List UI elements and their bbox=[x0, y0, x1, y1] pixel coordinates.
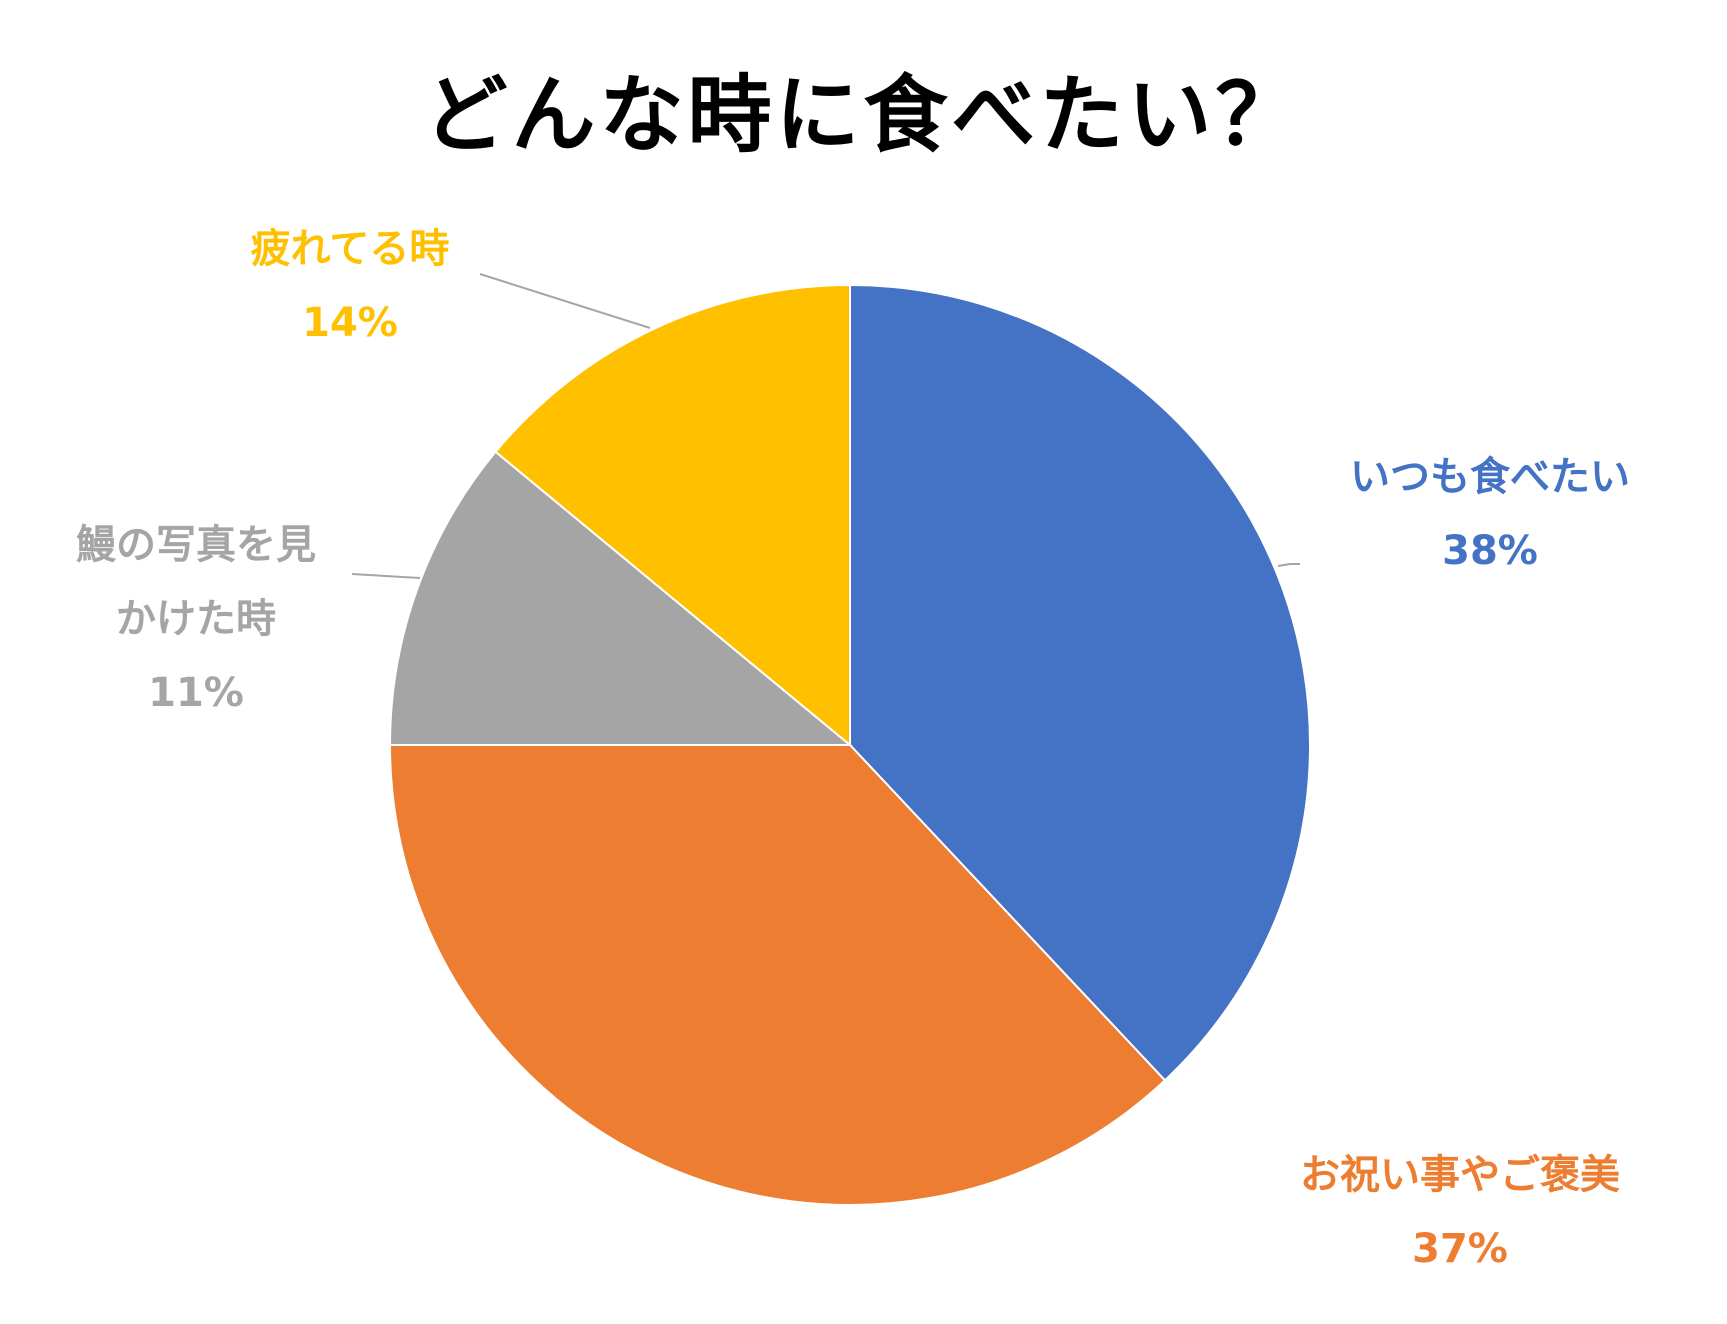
data-label-category-2-0: 鰻の写真を見 bbox=[76, 522, 316, 568]
leader-line-0 bbox=[1277, 563, 1300, 567]
data-label-category-1-0: お祝い事やご褒美 bbox=[1300, 1152, 1620, 1198]
pie-slice-0 bbox=[849, 283, 1311, 1082]
data-label-percent-3: 14% bbox=[302, 300, 398, 346]
data-label-percent-1: 37% bbox=[1412, 1226, 1508, 1272]
leader-lines bbox=[351, 273, 1300, 579]
data-label-category-2-1: かけた時 bbox=[116, 596, 276, 642]
pie-slice-2 bbox=[388, 450, 853, 746]
data-label-category-3-0: 疲れてる時 bbox=[251, 226, 450, 272]
pie-slices bbox=[388, 283, 1311, 1206]
leader-line-2 bbox=[351, 573, 421, 579]
pie-slice-3 bbox=[494, 283, 851, 748]
chart-title: どんな時に食べたい？ bbox=[423, 66, 1304, 164]
data-label-percent-2: 11% bbox=[148, 670, 244, 716]
pie-slice-1 bbox=[388, 744, 1167, 1206]
leader-line-3 bbox=[479, 273, 651, 329]
data-label-category-0-0: いつも食べたい bbox=[1350, 454, 1630, 500]
data-label-percent-0: 38% bbox=[1442, 528, 1538, 574]
